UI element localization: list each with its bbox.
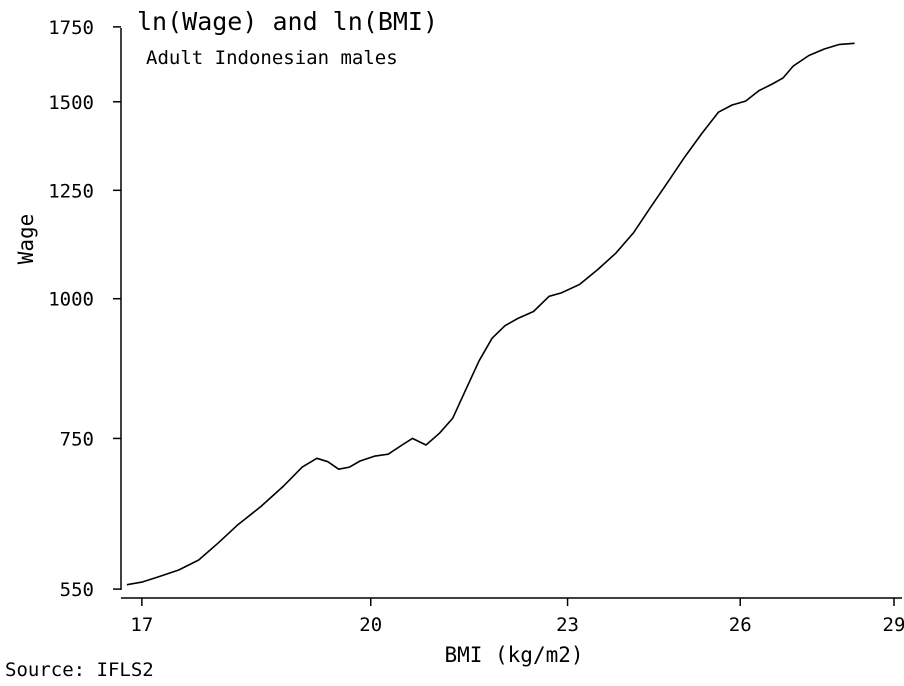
chart-subtitle: Adult Indonesian males: [146, 47, 398, 69]
chart-title: ln(Wage) and ln(BMI): [137, 7, 438, 36]
y-tick-label: 1750: [48, 17, 94, 39]
x-tick-label: 26: [729, 614, 752, 636]
x-ticks: 17 20 23 26 29: [130, 598, 904, 636]
y-tick-label: 1250: [48, 180, 94, 202]
y-axis-label: Wage: [14, 214, 38, 265]
y-ticks: 550 750 1000 1250 1500 1750: [48, 17, 121, 601]
y-tick-label: 550: [60, 579, 94, 601]
y-tick-label: 1000: [48, 289, 94, 311]
x-axis-label: BMI (kg/m2): [444, 643, 583, 667]
x-tick-label: 17: [130, 614, 153, 636]
x-tick-label: 29: [883, 614, 904, 636]
x-tick-label: 23: [556, 614, 579, 636]
source-note: Source: IFLS2: [5, 659, 154, 681]
x-tick-label: 20: [359, 614, 382, 636]
series-line: [126, 42, 855, 586]
y-tick-label: 750: [60, 428, 94, 450]
series-layer: [126, 42, 855, 586]
y-tick-label: 1500: [48, 92, 94, 114]
